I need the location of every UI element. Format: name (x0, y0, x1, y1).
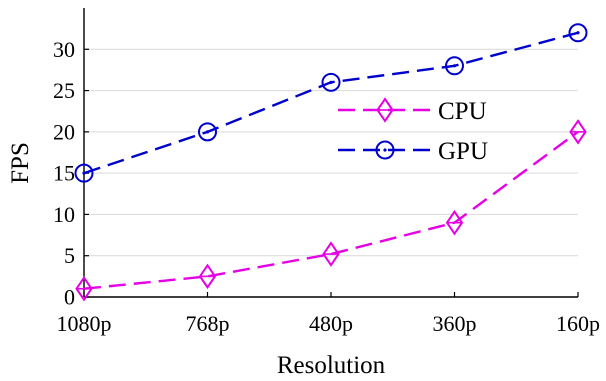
legend-label-cpu: CPU (438, 98, 487, 125)
y-tick-label: 10 (53, 202, 75, 227)
data-point-cpu (75, 275, 93, 302)
legend-marker-gpu (375, 140, 395, 160)
y-tick-label: 20 (53, 119, 75, 144)
legend-label-gpu: GPU (438, 138, 488, 165)
plot-series (74, 23, 588, 302)
data-point-gpu (321, 72, 341, 92)
data-point-cpu (445, 209, 464, 236)
data-point-gpu-dot (576, 31, 580, 35)
data-point-gpu (568, 23, 588, 43)
series-line-cpu (83, 130, 579, 290)
y-tick-label: 15 (53, 161, 75, 186)
grid-lines (84, 48, 578, 257)
data-point-gpu-dot (452, 64, 457, 68)
series-line-gpu (83, 31, 579, 175)
axes: 0 5 10 15 20 25 30 1080p 768p 480p 360p 160p (53, 8, 600, 336)
y-axis-title: FPS (7, 142, 34, 184)
data-point-gpu-dot (329, 80, 333, 84)
y-tick-label: 5 (64, 243, 75, 268)
legend-marker-cpu (376, 97, 394, 123)
y-tick-label: 0 (64, 285, 75, 310)
data-point-gpu (74, 163, 94, 183)
data-point-cpu (322, 241, 340, 267)
x-tick-label: 1080p (57, 311, 112, 336)
data-point-gpu-dot (205, 130, 210, 134)
data-point-gpu (198, 122, 217, 142)
x-tick-label: 360p (433, 311, 477, 336)
x-tick-label: 480p (309, 311, 353, 336)
data-point-gpu (445, 56, 464, 76)
data-point-cpu (569, 119, 587, 145)
legend: CPU GPU (338, 97, 488, 165)
data-point-cpu (198, 263, 217, 290)
y-tick-label: 30 (53, 37, 75, 62)
x-tick-label: 768p (186, 311, 230, 336)
x-axis-title: Resolution (277, 352, 386, 379)
legend-marker-gpu-dot (383, 148, 387, 152)
y-tick-label: 25 (53, 78, 75, 103)
data-point-gpu-dot (82, 171, 86, 175)
x-tick-label: 160p (556, 311, 600, 336)
